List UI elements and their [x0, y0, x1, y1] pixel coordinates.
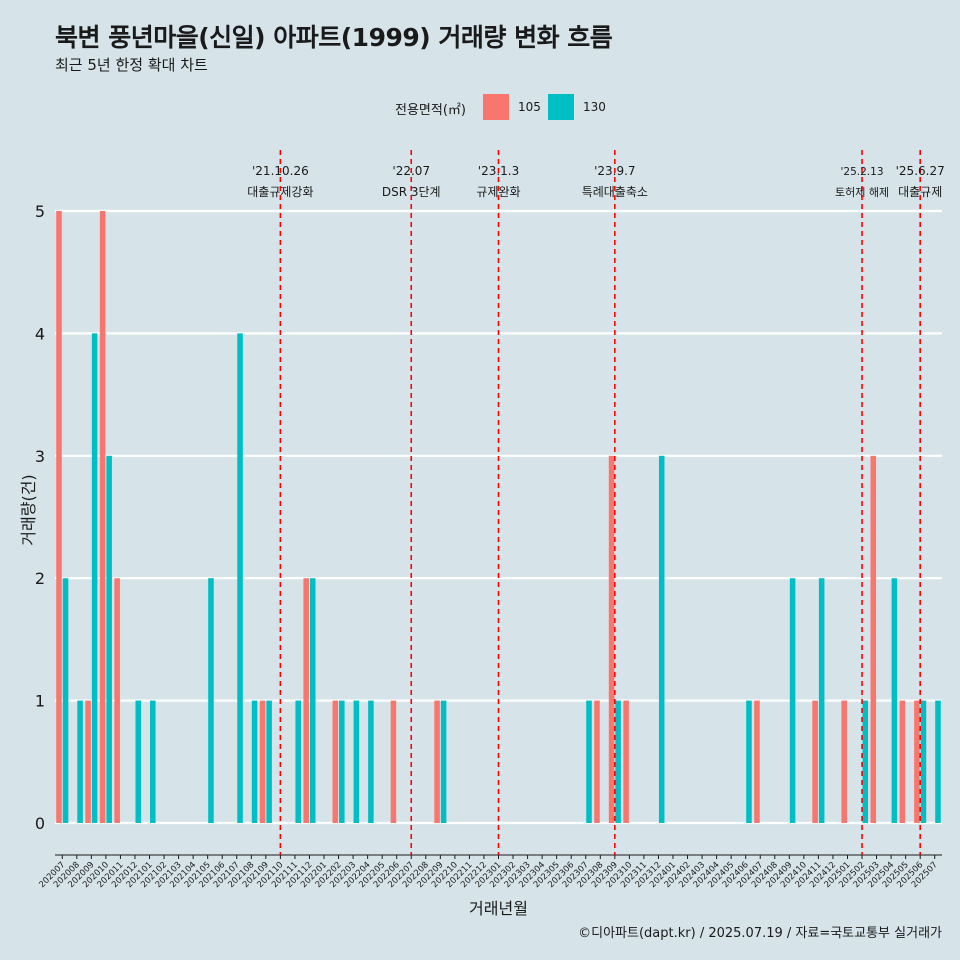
- bar-105-202308: [594, 700, 600, 823]
- legend-swatch-130: [548, 94, 574, 120]
- legend: 전용면적(㎡) 105 130: [0, 94, 960, 120]
- y-tick-label: 4: [35, 324, 45, 343]
- bar-105-202011: [114, 578, 120, 823]
- y-tick-label: 0: [35, 814, 45, 833]
- legend-swatch-105: [483, 94, 509, 120]
- bar-130-202109: [266, 700, 272, 823]
- bar-130-202111: [295, 700, 301, 823]
- bar-130-202504: [891, 578, 898, 823]
- bar-105-202505: [899, 700, 906, 823]
- bar-105-202010: [99, 211, 106, 823]
- bar-105-202007: [56, 211, 62, 823]
- bar-130-202008: [77, 700, 83, 823]
- bar-130-202203: [353, 700, 360, 823]
- bar-130-202312: [658, 455, 665, 823]
- legend-title: 전용면적(㎡): [395, 103, 466, 118]
- legend-label-105: 105: [518, 100, 541, 114]
- bar-130-202409: [789, 578, 796, 823]
- y-tick-label: 1: [35, 692, 45, 711]
- chart-subtitle: 최근 5년 한정 확대 차트: [55, 56, 208, 74]
- bar-105-202109: [259, 700, 266, 823]
- bar-105-202506: [914, 700, 920, 823]
- bar-130-202411: [818, 578, 825, 823]
- bar-130-202209: [440, 700, 447, 823]
- bar-105-202503: [870, 455, 877, 823]
- y-tick-label: 2: [35, 569, 45, 588]
- annotation-date-202309: '23.9.7: [594, 164, 635, 178]
- bar-105-202501: [841, 700, 847, 823]
- bar-130-202010: [106, 455, 112, 823]
- bar-105-202206: [390, 700, 397, 823]
- legend-label-130: 130: [583, 100, 606, 114]
- bar-130-202101: [150, 700, 156, 823]
- bar-130-202307: [586, 700, 592, 823]
- bar-130-202112: [309, 578, 316, 823]
- caption: ©디아파트(dapt.kr) / 2025.07.19 / 자료=국토교통부 실…: [578, 926, 942, 941]
- annotation-label-202309: 특례대출축소: [582, 185, 648, 199]
- bar-130-202007: [62, 578, 69, 823]
- bar-130-202108: [251, 700, 258, 823]
- bar-130-202507: [935, 700, 941, 823]
- bar-105-202310: [623, 700, 629, 823]
- x-axis-title: 거래년월: [469, 899, 528, 918]
- bar-130-202506: [920, 700, 927, 823]
- chart-title: 북변 풍년마을(신일) 아파트(1999) 거래량 변화 흐름: [55, 23, 613, 52]
- annotation-date-202110: '21.10.26: [252, 164, 309, 178]
- bar-105-202009: [85, 700, 91, 823]
- y-axis-title: 거래량(건): [19, 474, 38, 545]
- annotation-label-202506: 대출규제: [898, 185, 942, 199]
- annotation-label-202502: 토허제 해제: [835, 185, 889, 199]
- bar-130-202309: [615, 700, 621, 823]
- bar-130-202202: [339, 700, 345, 823]
- annotation-label-202207: DSR 3단계: [382, 185, 441, 199]
- bar-105-202411: [812, 700, 818, 823]
- annotation-label-202301: 규제완화: [476, 185, 520, 199]
- annotation-date-202506: '25.6.27: [896, 164, 945, 178]
- bar-130-202012: [135, 700, 142, 823]
- annotation-date-202502: '25.2.13: [841, 166, 884, 178]
- bar-130-202204: [368, 700, 374, 823]
- bar-105-202112: [303, 578, 309, 823]
- bar-105-202309: [608, 455, 615, 823]
- bar-130-202009: [91, 333, 98, 823]
- bar-105-202407: [754, 700, 760, 823]
- bar-130-202105: [208, 578, 214, 823]
- bar-130-202107: [237, 333, 243, 823]
- annotation-date-202207: '22.07: [392, 164, 430, 178]
- y-tick-label: 5: [35, 202, 45, 221]
- y-tick-label: 3: [35, 447, 45, 466]
- annotation-label-202110: 대출규제강화: [247, 185, 313, 199]
- annotation-date-202301: '23.1.3: [478, 164, 519, 178]
- bar-105-202202: [332, 700, 339, 823]
- bar-130-202406: [746, 700, 752, 823]
- bar-130-202502: [862, 700, 869, 823]
- bar-105-202209: [434, 700, 440, 823]
